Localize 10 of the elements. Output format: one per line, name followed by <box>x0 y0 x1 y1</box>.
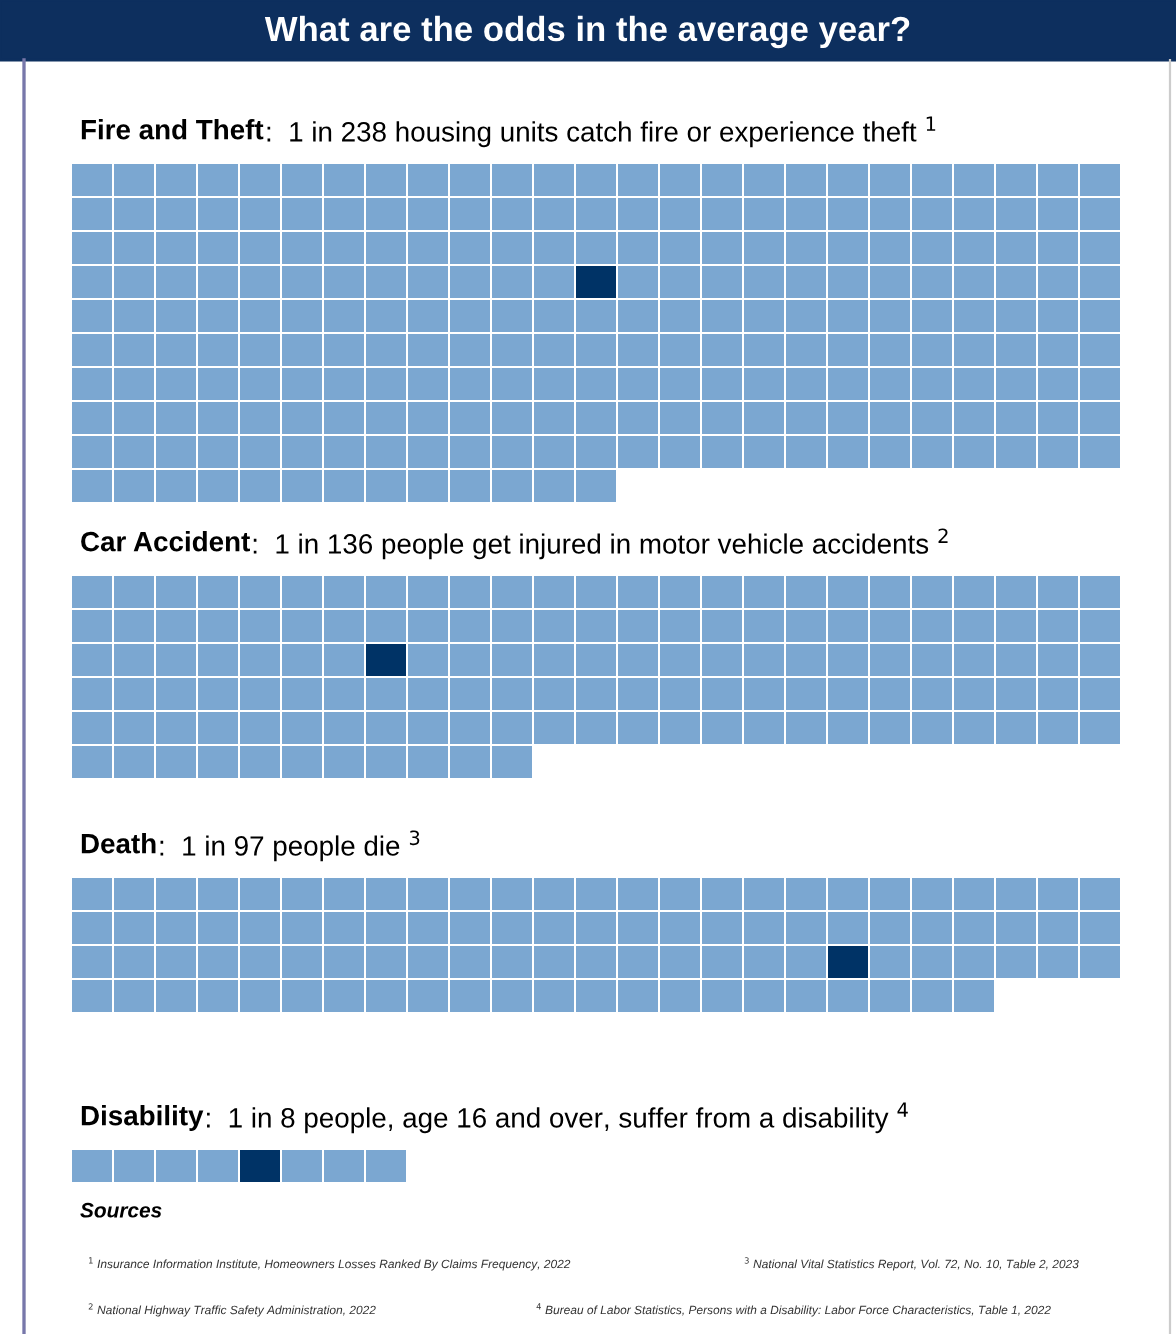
category-label: Car Accident <box>81 531 250 552</box>
data-label: : 1 in 238 housing units catch fire or experience theft $^{1}$ <box>267 116 936 148</box>
data-label: : 1 in 8 people, age 16 and over, suffer from a disability $^{4}$ <box>207 1102 908 1134</box>
category-label: Death <box>81 833 156 854</box>
data-label: : 1 in 97 people die $^{3}$ <box>160 830 420 862</box>
text: Sources <box>80 1202 162 1218</box>
text: What are the odds in the average year? <box>264 15 910 49</box>
category-label: Disability <box>81 1105 204 1131</box>
category-label: Fire and Theft <box>81 119 264 140</box>
data-label: : 1 in 136 people get injured in motor vehicle accidents $^{2}$ <box>253 528 948 560</box>
